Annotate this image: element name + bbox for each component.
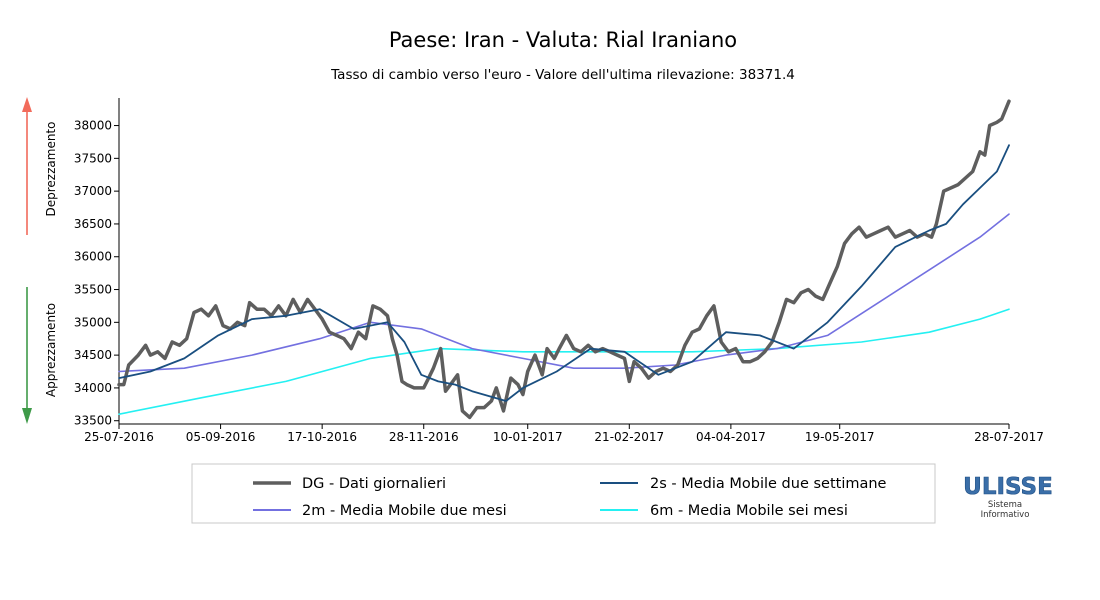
legend-label-2s: 2s - Media Mobile due settimane <box>650 476 887 492</box>
logo-line1: Sistema <box>988 500 1022 510</box>
y-tick-label: 36000 <box>74 250 112 264</box>
series-line-2s <box>118 144 1010 402</box>
x-tick-label: 25-07-2016 <box>84 430 154 444</box>
y-tick-label: 37500 <box>74 151 112 165</box>
chart-title: Paese: Iran - Valuta: Rial Iraniano <box>389 28 737 52</box>
x-tick-label: 10-01-2017 <box>493 430 563 444</box>
legend-item-dg: DG - Dati giornalieri <box>253 476 446 492</box>
legend-label-dg: DG - Dati giornalieri <box>302 476 446 492</box>
legend-box <box>191 463 936 524</box>
x-axis-ticks: 25-07-2016 05-09-2016 17-10-2016 28-11-2016… <box>84 424 1044 444</box>
x-tick-label: 05-09-2016 <box>186 430 256 444</box>
x-tick-label: 28-07-2017 <box>974 430 1044 444</box>
y-tick-label: 36500 <box>74 217 112 231</box>
y-axis-annotation: Deprezzamento Apprezzamento <box>22 97 58 424</box>
series-line-2m <box>118 213 1010 373</box>
series-line-dg <box>117 99 1011 420</box>
y-axis-ticks: 33500 34000 34500 35000 35500 36000 36500 37000… <box>74 119 119 428</box>
logo-line2: Informativo <box>981 510 1030 520</box>
y-tick-label: 34000 <box>74 381 112 395</box>
logo-name: ULISSE <box>963 474 1053 500</box>
y-tick-label: 35000 <box>74 315 112 329</box>
x-tick-label: 21-02-2017 <box>594 430 664 444</box>
y-tick-label: 33500 <box>74 414 112 428</box>
y-tick-label: 38000 <box>74 119 112 133</box>
ulisse-logo: ULISSE Sistema Informativo <box>963 474 1053 520</box>
legend-item-6m: 6m - Media Mobile sei mesi <box>600 503 848 519</box>
y-tick-label: 37000 <box>74 184 112 198</box>
ylabel-appreciation: Apprezzamento <box>44 303 58 397</box>
appreciation-arrow-head <box>22 408 32 424</box>
legend-item-2s: 2s - Media Mobile due settimane <box>600 476 887 492</box>
x-tick-label: 28-11-2016 <box>389 430 459 444</box>
x-tick-label: 19-05-2017 <box>805 430 875 444</box>
series-line-6m <box>118 308 1010 415</box>
y-tick-label: 35500 <box>74 283 112 297</box>
legend-label-6m: 6m - Media Mobile sei mesi <box>650 503 848 519</box>
series-layer <box>117 99 1011 420</box>
x-tick-label: 04-04-2017 <box>696 430 766 444</box>
legend-label-2m: 2m - Media Mobile due mesi <box>302 503 507 519</box>
y-tick-label: 34500 <box>74 348 112 362</box>
x-tick-label: 17-10-2016 <box>287 430 357 444</box>
chart-subtitle: Tasso di cambio verso l'euro - Valore de… <box>330 67 795 83</box>
depreciation-arrow-head <box>22 97 32 112</box>
legend-item-2m: 2m - Media Mobile due mesi <box>253 503 507 519</box>
ylabel-depreciation: Deprezzamento <box>44 122 58 217</box>
